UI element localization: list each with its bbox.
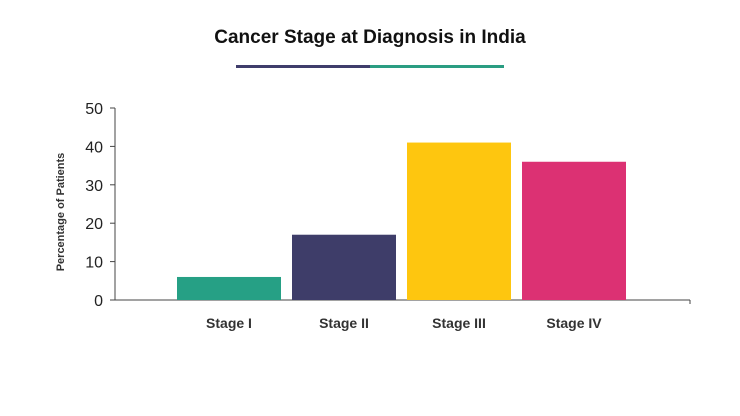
x-tick-label: Stage IV	[546, 315, 602, 331]
y-tick-label: 0	[94, 293, 103, 310]
x-tick-label: Stage I	[206, 315, 252, 331]
y-tick-label: 30	[85, 178, 103, 195]
bar-stage-iii	[407, 142, 511, 300]
bar-stage-i	[177, 276, 281, 300]
x-tick-label: Stage III	[432, 315, 486, 331]
bar-stage-ii	[292, 234, 396, 300]
y-tick-label: 40	[85, 139, 103, 156]
y-tick-label: 20	[85, 216, 103, 233]
y-axis-label: Percentage of Patients	[55, 153, 67, 272]
bar-stage-iv	[522, 161, 626, 300]
chart-title: Cancer Stage at Diagnosis in India	[214, 27, 526, 48]
title-underline-right	[370, 65, 504, 68]
y-tick-labels: 0 10 20 30 40 50	[85, 101, 103, 310]
title-underline-left	[236, 65, 370, 68]
y-tick-label: 10	[85, 255, 103, 272]
bar-group	[177, 142, 626, 300]
x-tick-labels: Stage I Stage II Stage III Stage IV	[206, 315, 602, 331]
x-tick-label: Stage II	[319, 315, 369, 331]
y-tick-label: 50	[85, 101, 103, 118]
